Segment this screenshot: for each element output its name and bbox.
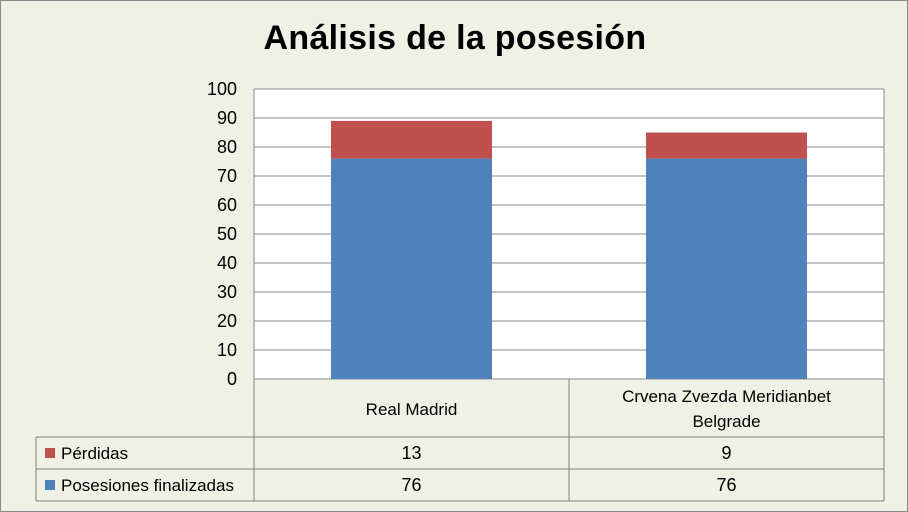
y-tick-label: 20 [217, 311, 237, 331]
y-tick-label: 50 [217, 224, 237, 244]
table-cell-value: 13 [401, 443, 421, 463]
y-tick-label: 80 [217, 137, 237, 157]
table-cell-value: 76 [401, 475, 421, 495]
y-tick-label: 30 [217, 282, 237, 302]
y-tick-label: 100 [207, 79, 237, 99]
y-tick-label: 90 [217, 108, 237, 128]
chart-title: Análisis de la posesión [263, 19, 647, 57]
table-cell-value: 76 [716, 475, 736, 495]
y-tick-label: 10 [217, 340, 237, 360]
y-tick-label: 70 [217, 166, 237, 186]
bar-perdidas-0 [331, 120, 492, 159]
table-cell-value: 9 [721, 443, 731, 463]
legend-key [45, 480, 55, 490]
y-tick-label: 60 [217, 195, 237, 215]
category-label: Real Madrid [366, 400, 458, 419]
bar-posesiones-0 [331, 158, 492, 379]
category-label-line: Crvena Zvezda Meridianbet [622, 387, 831, 406]
legend-key [45, 448, 55, 458]
bar-perdidas-1 [646, 132, 807, 159]
category-label-line: Belgrade [692, 412, 760, 431]
y-tick-label: 40 [217, 253, 237, 273]
y-tick-label: 0 [227, 369, 237, 389]
table-row-label: Posesiones finalizadas [61, 476, 234, 495]
table-row-label: Pérdidas [61, 444, 128, 463]
bar-posesiones-1 [646, 158, 807, 379]
